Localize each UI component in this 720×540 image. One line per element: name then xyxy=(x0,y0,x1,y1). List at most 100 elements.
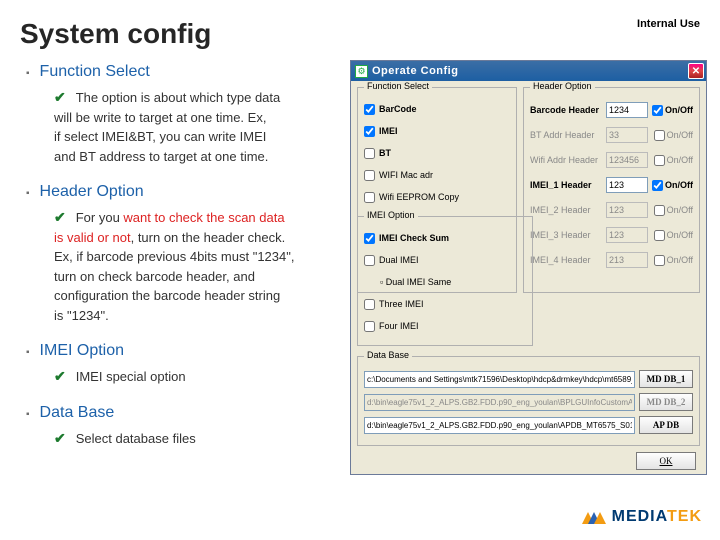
header-label: IMEI_1 Header xyxy=(530,180,602,190)
section-text: Select database files xyxy=(76,429,196,449)
header-label: IMEI_4 Header xyxy=(530,255,602,265)
checkbox-label: Four IMEI xyxy=(379,321,419,331)
header-input xyxy=(606,227,648,243)
onoff-checkbox[interactable] xyxy=(654,155,665,166)
onoff-toggle: On/Off xyxy=(654,230,693,241)
bullet-icon: ▪ xyxy=(26,66,30,81)
checkbox-label: IMEI xyxy=(379,126,398,136)
section-text: IMEI special option xyxy=(76,367,186,387)
checkbox-label: BarCode xyxy=(379,104,417,114)
section-title: IMEI Option xyxy=(40,339,124,363)
function-checkbox-row: BarCode xyxy=(364,100,510,118)
header-row: IMEI_4 HeaderOn/Off xyxy=(530,249,693,271)
section-title: Function Select xyxy=(40,60,150,84)
page-title: System config xyxy=(20,18,211,50)
header-option-group: Header Option Barcode HeaderOn/OffBT Add… xyxy=(523,87,700,293)
checkbox[interactable] xyxy=(364,170,375,181)
function-checkbox-row: WIFI Mac adr xyxy=(364,166,510,184)
header-input xyxy=(606,152,648,168)
left-content: ▪ Function Select ✔ The option is about … xyxy=(28,60,348,462)
onoff-checkbox[interactable] xyxy=(654,205,665,216)
imei-checkbox-row: IMEI Check Sum xyxy=(364,229,526,247)
check-icon: ✔ xyxy=(54,431,66,445)
classification-label: Internal Use xyxy=(637,18,700,30)
check-icon: ✔ xyxy=(54,90,66,104)
section-text: Ex, if barcode previous 4bits must "1234… xyxy=(54,247,348,267)
dialog-titlebar[interactable]: ⚙ Operate Config ✕ xyxy=(351,61,706,81)
db-path-input xyxy=(364,394,635,411)
group-legend: IMEI Option xyxy=(364,210,418,220)
checkbox-label: Three IMEI xyxy=(379,299,424,309)
header-row: IMEI_3 Header On/Off xyxy=(530,224,693,246)
section-text: The option is about which type data xyxy=(76,88,281,108)
checkbox-label: IMEI Check Sum xyxy=(379,233,449,243)
imei-checkbox-row: Dual IMEI xyxy=(364,251,526,269)
header-label: IMEI_2 Header xyxy=(530,205,602,215)
checkbox[interactable] xyxy=(364,233,375,244)
group-legend: Data Base xyxy=(364,350,412,360)
imei-indent-label: ▫ Dual IMEI Same xyxy=(380,277,451,287)
db-browse-button[interactable]: MD DB_1 xyxy=(639,370,693,388)
section-title: Data Base xyxy=(40,401,115,425)
section-title: Header Option xyxy=(40,180,144,204)
section-text: is valid or not, turn on the header chec… xyxy=(54,228,348,248)
section-text: For you want to check the scan data xyxy=(76,208,285,228)
bullet-icon: ▪ xyxy=(26,407,30,422)
function-checkbox-row: BT xyxy=(364,144,510,162)
onoff-checkbox[interactable] xyxy=(654,130,665,141)
onoff-toggle: On/Off xyxy=(654,155,693,166)
app-icon: ⚙ xyxy=(355,65,368,78)
onoff-checkbox[interactable] xyxy=(652,105,663,116)
imei-checkbox-row: ▫ Dual IMEI Same xyxy=(364,273,526,291)
group-legend: Header Option xyxy=(530,81,595,91)
db-browse-button[interactable]: AP DB xyxy=(639,416,693,434)
imei-checkbox-row: Four IMEI xyxy=(364,317,526,335)
brand-logo: MEDIATEK xyxy=(580,508,702,526)
header-input xyxy=(606,127,648,143)
header-input xyxy=(606,252,648,268)
bullet-icon: ▪ xyxy=(26,345,30,360)
database-row: MD DB_1 xyxy=(364,370,693,388)
section-text: if select IMEI&BT, you can write IMEI xyxy=(54,127,348,147)
function-checkbox-row: IMEI xyxy=(364,122,510,140)
onoff-checkbox[interactable] xyxy=(652,180,663,191)
ok-button[interactable]: OK xyxy=(636,452,696,470)
close-icon[interactable]: ✕ xyxy=(688,63,704,79)
section-text: will be write to target at one time. Ex, xyxy=(54,108,348,128)
onoff-toggle: On/Off xyxy=(654,205,693,216)
checkbox[interactable] xyxy=(364,321,375,332)
db-browse-button: MD DB_2 xyxy=(639,393,693,411)
header-row: Wifi Addr Header On/Off xyxy=(530,149,693,171)
onoff-toggle: On/Off xyxy=(652,105,693,116)
checkbox[interactable] xyxy=(364,299,375,310)
database-row: MD DB_2 xyxy=(364,393,693,411)
checkbox-label: Dual IMEI xyxy=(379,255,419,265)
function-checkbox-row: Wifi EEPROM Copy xyxy=(364,188,510,206)
onoff-checkbox[interactable] xyxy=(654,230,665,241)
checkbox[interactable] xyxy=(364,126,375,137)
imei-option-group: IMEI Option IMEI Check SumDual IMEI▫ Dua… xyxy=(357,216,533,346)
checkbox[interactable] xyxy=(364,192,375,203)
dialog-title: Operate Config xyxy=(372,65,458,77)
header-label: IMEI_3 Header xyxy=(530,230,602,240)
header-label: Barcode Header xyxy=(530,105,602,115)
header-row: Barcode Header On/Off xyxy=(530,99,693,121)
checkbox-label: WIFI Mac adr xyxy=(379,170,433,180)
db-path-input[interactable] xyxy=(364,371,635,388)
bullet-icon: ▪ xyxy=(26,186,30,201)
check-icon: ✔ xyxy=(54,369,66,383)
checkbox[interactable] xyxy=(364,148,375,159)
header-label: Wifi Addr Header xyxy=(530,155,602,165)
checkbox[interactable] xyxy=(364,104,375,115)
checkbox[interactable] xyxy=(364,255,375,266)
checkbox-label: BT xyxy=(379,148,391,158)
config-dialog: ⚙ Operate Config ✕ Function Select BarCo… xyxy=(350,60,707,475)
header-input[interactable] xyxy=(606,177,648,193)
imei-checkbox-row: Three IMEI xyxy=(364,295,526,313)
logo-icon xyxy=(580,508,608,526)
header-label: BT Addr Header xyxy=(530,130,602,140)
onoff-checkbox[interactable] xyxy=(654,255,665,266)
header-input[interactable] xyxy=(606,102,648,118)
db-path-input[interactable] xyxy=(364,417,635,434)
section-text: configuration the barcode header string xyxy=(54,286,348,306)
